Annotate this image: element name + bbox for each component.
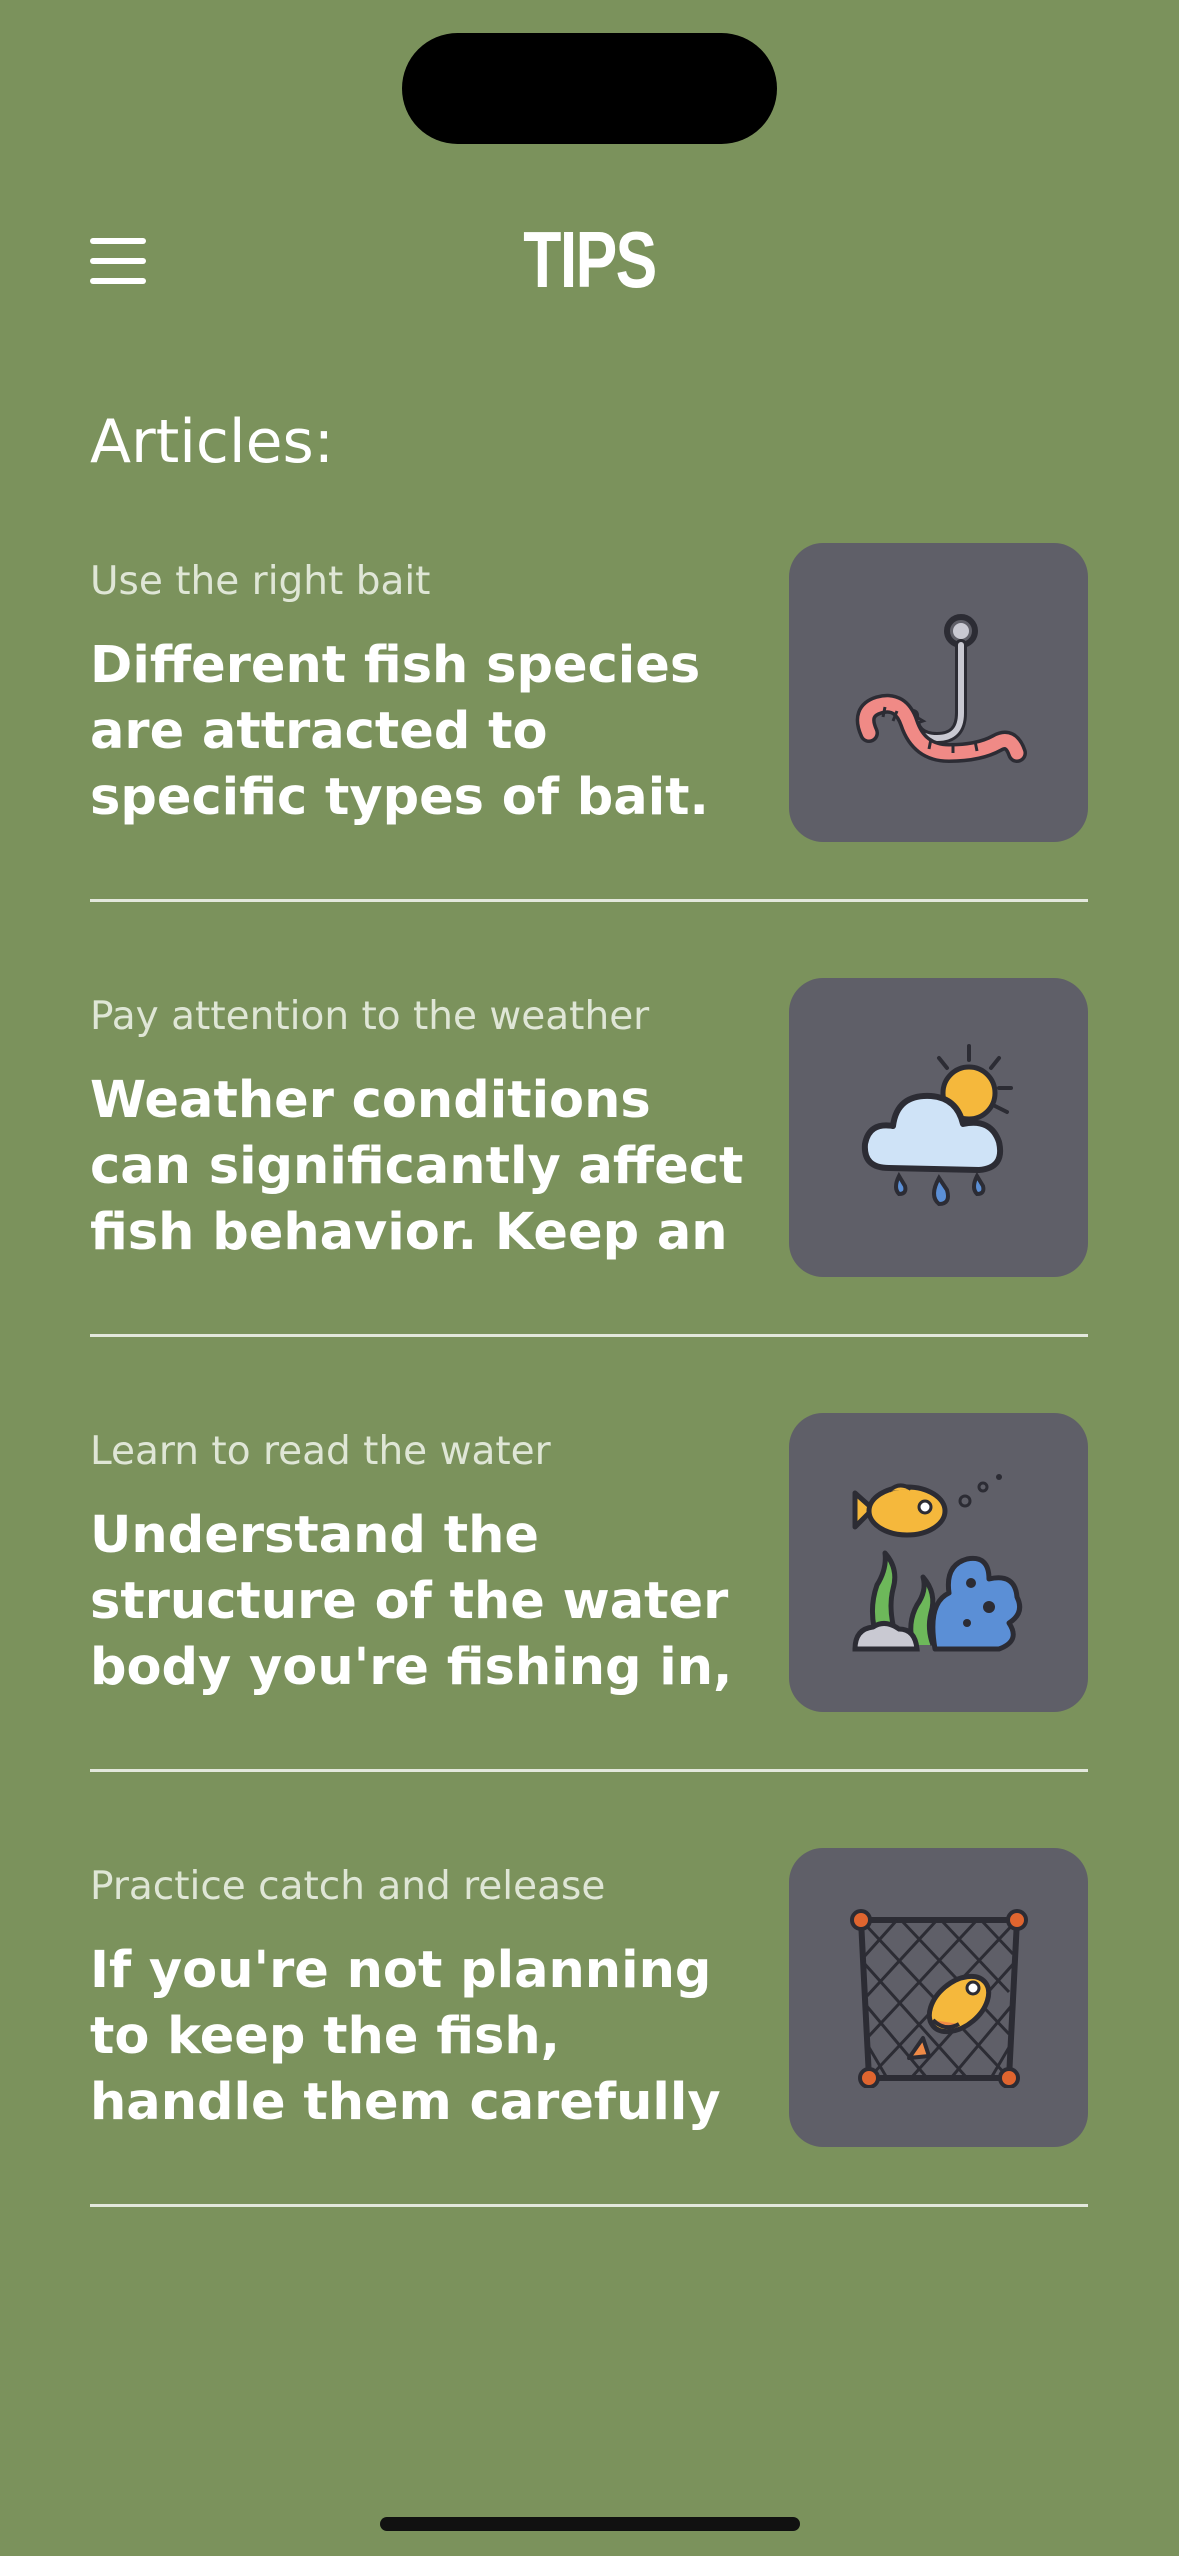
- article-thumbnail: [789, 1413, 1088, 1712]
- divider: [90, 899, 1088, 902]
- article-excerpt: Weather conditions can significantly aff…: [90, 1071, 744, 1262]
- article-subtitle: Use the right bait: [90, 559, 431, 604]
- divider: [90, 1769, 1088, 1772]
- article-subtitle: Practice catch and release: [90, 1864, 606, 1909]
- article-thumbnail: [789, 1848, 1088, 2147]
- divider: [90, 1334, 1088, 1337]
- article-excerpt: Different fish species are attracted to …: [90, 636, 709, 827]
- article-card-water[interactable]: Learn to read the water Understand the s…: [90, 1413, 1088, 1713]
- page-title: TIPS: [523, 215, 657, 304]
- divider: [90, 2204, 1088, 2207]
- home-indicator[interactable]: [380, 2517, 800, 2531]
- article-subtitle: Learn to read the water: [90, 1429, 551, 1474]
- fish-underwater-icon: [851, 1473, 1022, 1651]
- article-card-catch-release[interactable]: Practice catch and release If you're not…: [90, 1848, 1088, 2148]
- menu-button[interactable]: [90, 238, 148, 284]
- article-excerpt: Understand the structure of the water bo…: [90, 1506, 733, 1697]
- article-subtitle: Pay attention to the weather: [90, 994, 650, 1039]
- article-thumbnail: [789, 543, 1088, 842]
- article-card-bait[interactable]: Use the right bait Different fish specie…: [90, 543, 1088, 843]
- article-card-weather[interactable]: Pay attention to the weather Weather con…: [90, 978, 1088, 1278]
- article-excerpt: If you're not planning to keep the fish,…: [90, 1941, 721, 2132]
- hook-worm-icon: [855, 613, 1027, 763]
- section-heading: Articles:: [90, 407, 334, 477]
- dynamic-island: [402, 33, 777, 144]
- article-thumbnail: [789, 978, 1088, 1277]
- fish-net-icon: [849, 1908, 1028, 2088]
- weather-cloud-sun-rain-icon: [861, 1043, 1013, 1206]
